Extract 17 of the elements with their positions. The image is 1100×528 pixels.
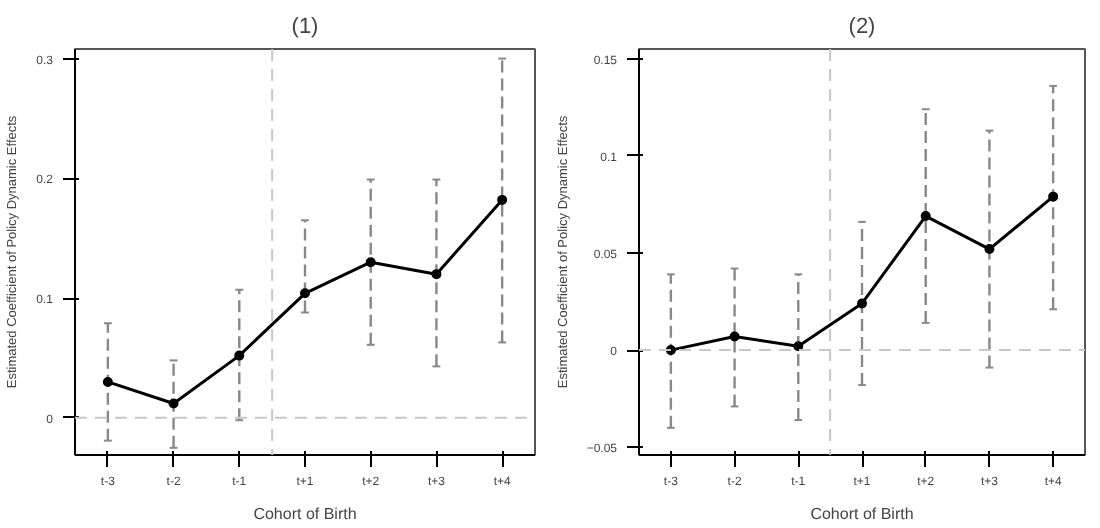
chart-title: (1) (291, 15, 319, 39)
point (497, 194, 508, 205)
point (168, 398, 179, 409)
point (729, 331, 740, 342)
point (102, 376, 113, 387)
point (431, 269, 442, 280)
x-axis-title: Cohort of Birth (253, 505, 357, 523)
point (300, 288, 310, 299)
point (1048, 191, 1059, 202)
x-axis-title: Cohort of Birth (810, 505, 914, 523)
point (234, 350, 245, 361)
point (857, 298, 867, 309)
point (365, 257, 376, 268)
point (920, 211, 931, 222)
chart-title: (2) (848, 15, 876, 39)
point (793, 341, 804, 352)
point (984, 244, 995, 255)
